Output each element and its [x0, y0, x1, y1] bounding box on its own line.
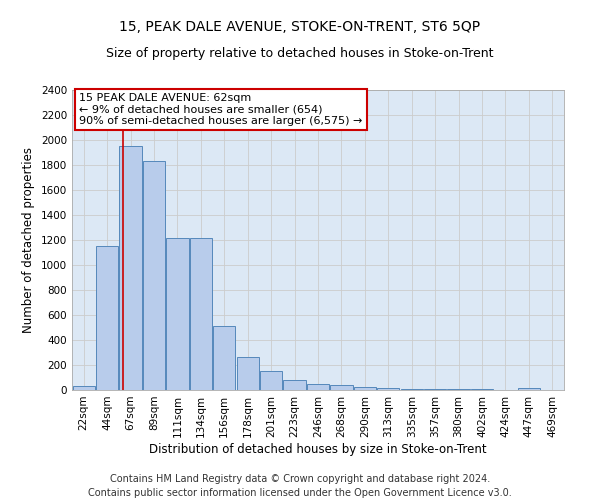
Bar: [401, 389, 423, 390]
Bar: [260, 371, 282, 390]
Text: 15, PEAK DALE AVENUE, STOKE-ON-TRENT, ST6 5QP: 15, PEAK DALE AVENUE, STOKE-ON-TRENT, ST…: [119, 20, 481, 34]
Bar: [354, 387, 376, 390]
Bar: [283, 380, 305, 390]
Y-axis label: Number of detached properties: Number of detached properties: [22, 147, 35, 333]
Bar: [424, 389, 446, 390]
Bar: [166, 238, 188, 390]
X-axis label: Distribution of detached houses by size in Stoke-on-Trent: Distribution of detached houses by size …: [149, 442, 487, 456]
Bar: [307, 384, 329, 390]
Text: Contains HM Land Registry data © Crown copyright and database right 2024.
Contai: Contains HM Land Registry data © Crown c…: [88, 474, 512, 498]
Bar: [143, 161, 165, 390]
Bar: [331, 385, 353, 390]
Bar: [190, 238, 212, 390]
Bar: [213, 326, 235, 390]
Bar: [377, 388, 400, 390]
Bar: [119, 146, 142, 390]
Bar: [73, 386, 95, 390]
Bar: [236, 357, 259, 390]
Bar: [96, 246, 118, 390]
Bar: [518, 388, 540, 390]
Text: 15 PEAK DALE AVENUE: 62sqm
← 9% of detached houses are smaller (654)
90% of semi: 15 PEAK DALE AVENUE: 62sqm ← 9% of detac…: [79, 93, 363, 126]
Text: Size of property relative to detached houses in Stoke-on-Trent: Size of property relative to detached ho…: [106, 48, 494, 60]
